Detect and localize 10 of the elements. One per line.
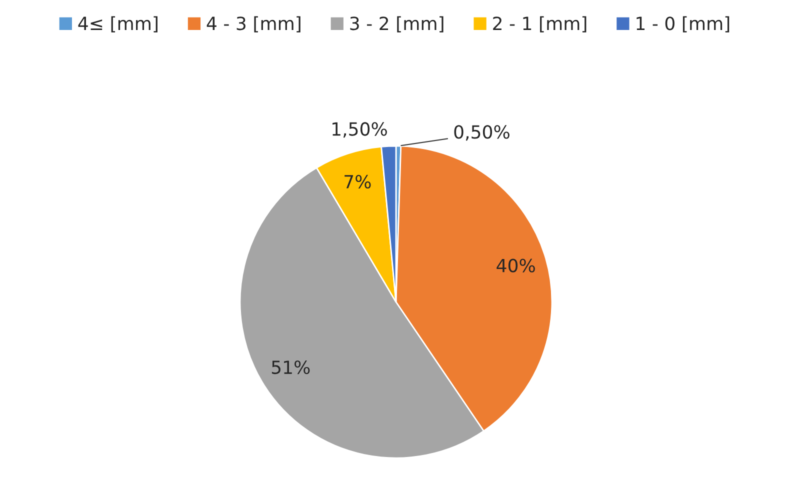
data-label: 1,50% <box>332 122 387 138</box>
legend-label: 1 - 0 [mm] <box>636 16 730 32</box>
legend-label: 3 - 2 [mm] <box>350 16 444 32</box>
data-label: 0,50% <box>454 125 510 141</box>
data-label: 40% <box>496 258 535 272</box>
legend-label: 4 - 3 [mm] <box>206 16 300 32</box>
legend-label: 2 - 1 [mm] <box>493 16 586 32</box>
legend-label: 4≤ [mm] <box>78 16 158 32</box>
data-label: 7% <box>344 174 371 189</box>
data-label: 51% <box>272 360 310 374</box>
